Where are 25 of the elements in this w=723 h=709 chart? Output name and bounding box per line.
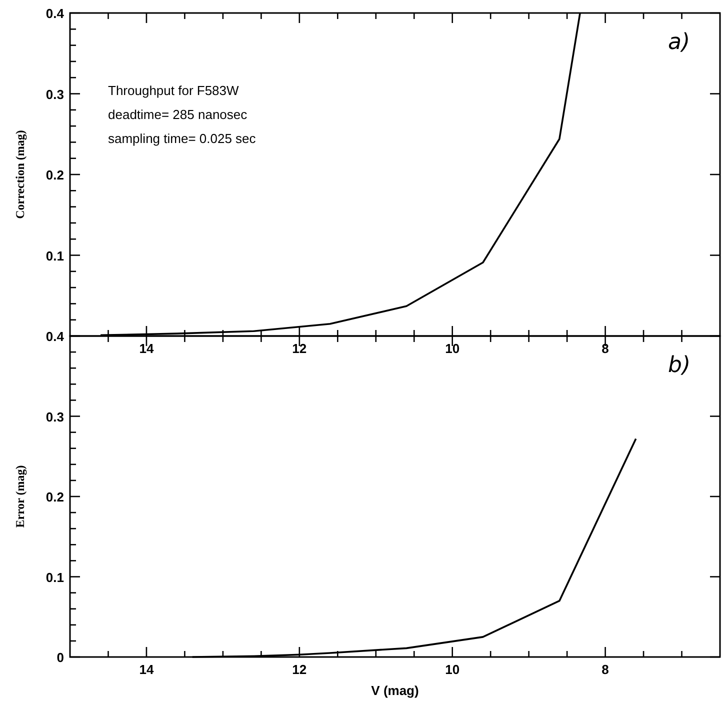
x-tick-label: 14 [139,662,154,677]
x-tick-label: 12 [292,662,307,677]
y-tick-label: 0.1 [46,570,64,585]
x-tick-label: 14 [139,341,154,356]
x-axis-title: V (mag) [371,683,419,698]
y-axis-title: Correction (mag) [13,130,27,219]
y-tick-label: 0.4 [46,329,65,344]
y-tick-label: 0.1 [46,248,64,264]
x-tick-label: 10 [445,662,460,677]
y-tick-label: 0 [56,650,64,665]
annotation: a) [668,30,690,55]
x-tick-label: 10 [445,341,460,356]
annotation: sampling time= 0.025 sec [108,131,256,146]
y-tick-label: 0.4 [46,6,65,21]
annotation: b) [668,353,691,378]
y-tick-label: 0.2 [46,168,64,182]
y-tick-label: 0.3 [46,86,64,102]
y-tick-label: 0.2 [46,490,64,504]
y-tick-label: 0.3 [46,409,64,424]
x-tick-label: 8 [602,341,609,356]
annotation: Throughput for F583W [108,83,240,98]
x-tick-label: 8 [602,662,609,677]
y-axis-title: Error (mag) [13,465,27,528]
x-tick-label: 12 [292,341,307,356]
annotation: deadtime= 285 nanosec [108,107,248,122]
